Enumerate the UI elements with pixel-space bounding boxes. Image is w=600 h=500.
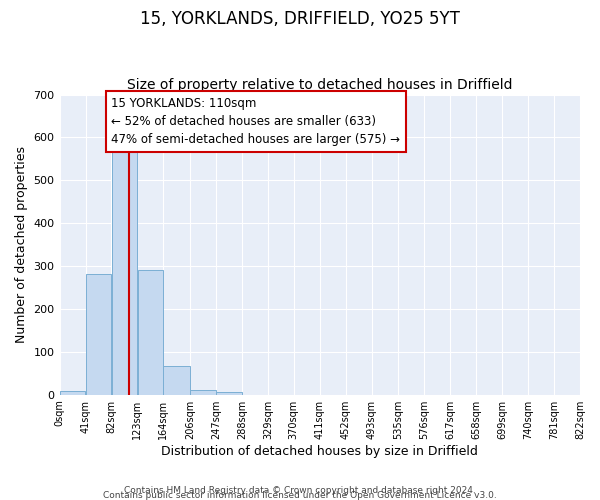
Bar [137, 270, 163, 394]
Y-axis label: Number of detached properties: Number of detached properties [15, 146, 28, 343]
Bar [59, 392, 85, 394]
Bar [216, 392, 242, 394]
Bar [86, 274, 112, 394]
Title: Size of property relative to detached houses in Driffield: Size of property relative to detached ho… [127, 78, 512, 92]
X-axis label: Distribution of detached houses by size in Driffield: Distribution of detached houses by size … [161, 444, 478, 458]
Bar [112, 152, 137, 394]
Text: 15 YORKLANDS: 110sqm
← 52% of detached houses are smaller (633)
47% of semi-deta: 15 YORKLANDS: 110sqm ← 52% of detached h… [112, 96, 400, 146]
Text: 15, YORKLANDS, DRIFFIELD, YO25 5YT: 15, YORKLANDS, DRIFFIELD, YO25 5YT [140, 10, 460, 28]
Bar [190, 390, 216, 394]
Bar [163, 366, 190, 394]
Text: Contains HM Land Registry data © Crown copyright and database right 2024.: Contains HM Land Registry data © Crown c… [124, 486, 476, 495]
Text: Contains public sector information licensed under the Open Government Licence v3: Contains public sector information licen… [103, 491, 497, 500]
